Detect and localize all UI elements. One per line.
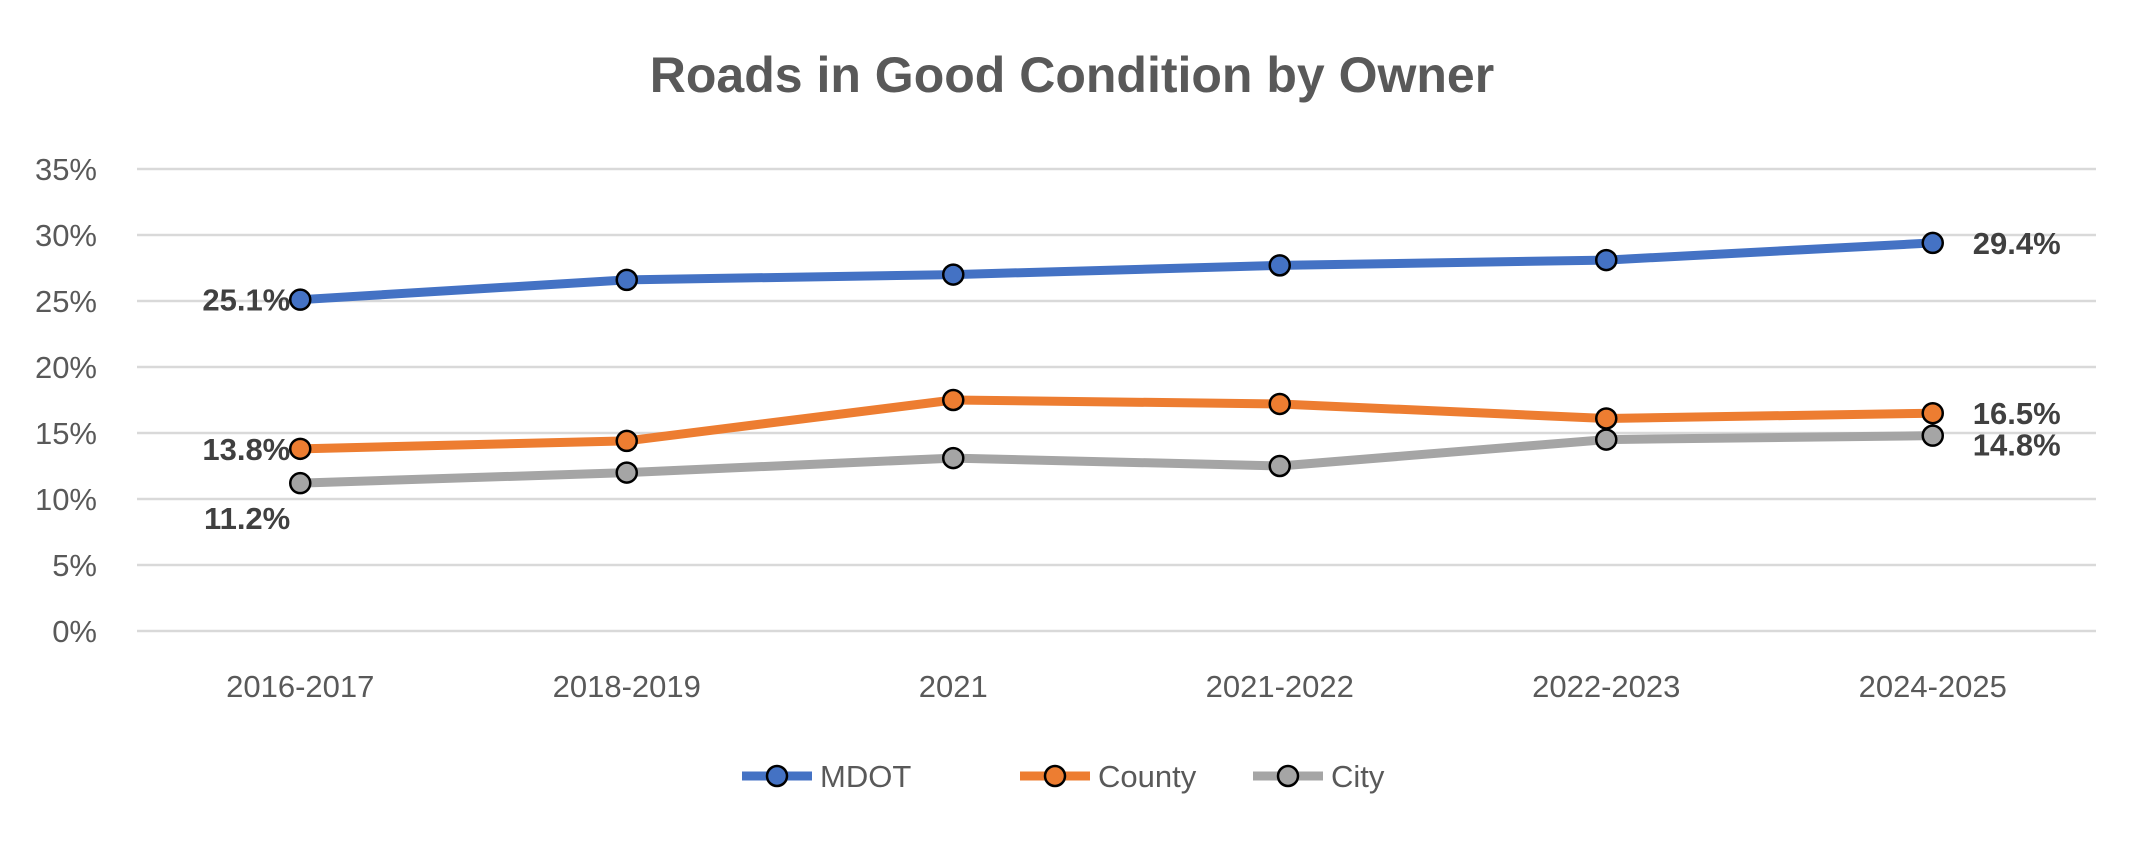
data-point-city — [1268, 454, 1291, 478]
data-point-city — [615, 461, 638, 484]
data-point-mdot — [1595, 248, 1618, 272]
y-tick-label: 25% — [35, 284, 97, 319]
data-point-county — [289, 437, 312, 461]
data-label: 16.5% — [1973, 396, 2061, 431]
data-point-county — [942, 388, 965, 412]
data-point-city — [1921, 424, 1944, 447]
series-line-county — [295, 395, 1938, 454]
y-tick-label: 30% — [35, 218, 97, 253]
x-tick-label: 2021 — [919, 669, 988, 704]
data-point-mdot — [1268, 254, 1291, 277]
data-point-county — [1268, 392, 1291, 416]
y-tick-label: 5% — [52, 548, 97, 583]
y-tick-label: 10% — [35, 482, 97, 517]
legend-label-mdot: MDOT — [820, 759, 911, 794]
legend-marker-city — [1276, 764, 1300, 788]
x-tick-label: 2022-2023 — [1532, 669, 1680, 704]
legend-label-city: City — [1331, 759, 1385, 794]
y-tick-label: 15% — [35, 416, 97, 451]
data-point-city — [1595, 428, 1618, 451]
chart-title: Roads in Good Condition by Owner — [650, 47, 1494, 103]
x-tick-label: 2024-2025 — [1859, 669, 2007, 704]
data-label: 29.4% — [1973, 226, 2061, 261]
legend-label-county: County — [1098, 759, 1197, 794]
data-label: 13.8% — [202, 432, 290, 467]
legend-marker-mdot — [765, 764, 789, 788]
series-line-mdot — [295, 238, 1938, 305]
y-tick-label: 35% — [35, 152, 97, 187]
x-tick-label: 2016-2017 — [226, 669, 374, 704]
data-label: 11.2% — [204, 501, 290, 536]
x-tick-label: 2018-2019 — [553, 669, 701, 704]
data-point-mdot — [615, 268, 638, 292]
data-point-mdot — [942, 263, 965, 286]
data-point-county — [1595, 407, 1618, 430]
data-point-county — [1921, 401, 1944, 425]
data-point-mdot — [289, 288, 312, 311]
data-label: 25.1% — [202, 283, 290, 318]
y-tick-label: 20% — [35, 350, 97, 385]
series-line-city — [295, 431, 1938, 488]
data-label: 14.8% — [1973, 428, 2061, 463]
x-tick-label: 2021-2022 — [1206, 669, 1354, 704]
legend-marker-county — [1043, 764, 1067, 788]
data-point-county — [615, 429, 638, 453]
y-tick-label: 0% — [52, 614, 97, 649]
data-point-city — [289, 471, 312, 495]
data-point-mdot — [1921, 231, 1944, 255]
data-point-city — [942, 446, 965, 470]
